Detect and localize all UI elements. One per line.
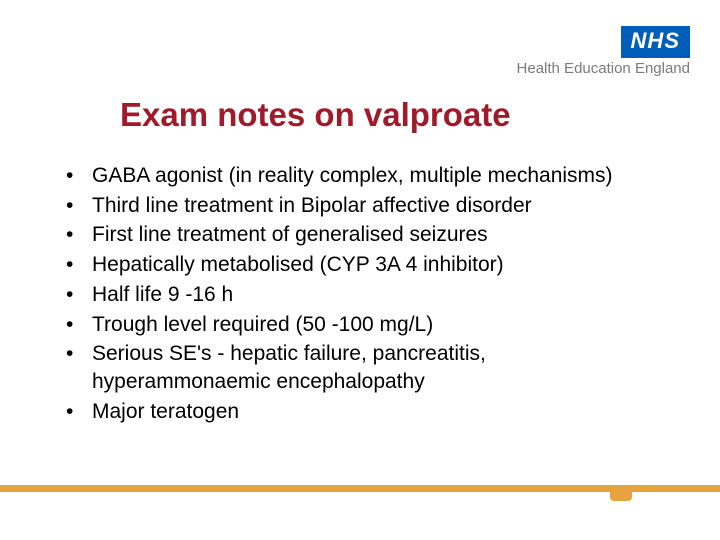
list-item: Trough level required (50 -100 mg/L) (62, 311, 670, 339)
nhs-logo: NHS Health Education England (517, 26, 690, 77)
footer-notch (610, 485, 632, 501)
list-item: GABA agonist (in reality complex, multip… (62, 162, 670, 190)
nhs-logo-box: NHS (621, 26, 690, 58)
nhs-logo-subtitle: Health Education England (517, 60, 690, 77)
slide: NHS Health Education England Exam notes … (0, 0, 720, 540)
bullet-list: GABA agonist (in reality complex, multip… (62, 162, 670, 427)
list-item: Third line treatment in Bipolar affectiv… (62, 192, 670, 220)
list-item: First line treatment of generalised seiz… (62, 221, 670, 249)
list-item: Serious SE's - hepatic failure, pancreat… (62, 340, 670, 395)
slide-title: Exam notes on valproate (120, 96, 511, 134)
footer-bar (0, 485, 720, 492)
list-item: Major teratogen (62, 398, 670, 426)
list-item: Hepatically metabolised (CYP 3A 4 inhibi… (62, 251, 670, 279)
list-item: Half life 9 -16 h (62, 281, 670, 309)
